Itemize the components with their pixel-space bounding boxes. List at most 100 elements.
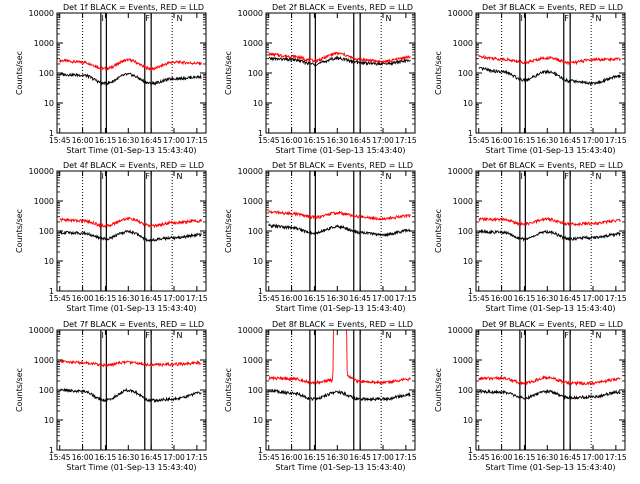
x-axis-label: Start Time (01-Sep-13 15:43:40) xyxy=(66,146,196,155)
y-tick-label: 1000 xyxy=(453,356,473,365)
y-tick-label: 10000 xyxy=(448,167,473,176)
x-tick-label: 16:45 xyxy=(559,453,581,462)
x-tick-label: 17:15 xyxy=(395,136,417,145)
plot-frame xyxy=(475,329,626,451)
x-tick-label: 17:00 xyxy=(163,453,185,462)
plot-panel-6: Det 6f BLACK = Events, RED = LLD I F N 1 10 10… xyxy=(434,161,627,313)
y-tick-label: 100 xyxy=(39,69,54,78)
x-axis-label: Start Time (01-Sep-13 15:43:40) xyxy=(275,463,405,472)
x-tick-label: 16:15 xyxy=(304,136,326,145)
y-tick-label: 100 xyxy=(458,69,473,78)
series-group xyxy=(59,216,202,243)
x-tick-label: 17:00 xyxy=(372,136,394,145)
x-tick-label: 16:00 xyxy=(491,453,513,462)
flag-label: I xyxy=(102,172,104,181)
x-tick-label: 16:15 xyxy=(95,136,117,145)
y-tick-label: 1000 xyxy=(243,39,263,48)
series-line xyxy=(268,388,411,402)
x-tick-label: 15:45 xyxy=(468,294,490,303)
flag-label: I xyxy=(521,331,523,340)
x-tick-label: 16:30 xyxy=(117,136,139,145)
y-tick-label: 10000 xyxy=(29,167,54,176)
plot-panel-7: Det 7f BLACK = Events, RED = LLD I F N 1 10 10… xyxy=(15,320,208,472)
y-tick-label: 1000 xyxy=(243,356,263,365)
y-tick-label: 10 xyxy=(44,99,54,108)
x-tick-label: 16:45 xyxy=(559,136,581,145)
series-group xyxy=(268,330,411,402)
x-tick-label: 17:00 xyxy=(582,136,604,145)
series-group xyxy=(59,359,202,404)
flag-label: I xyxy=(102,14,104,23)
x-tick-label: 16:45 xyxy=(349,294,371,303)
x-tick-label: 17:00 xyxy=(582,453,604,462)
x-tick-label: 16:00 xyxy=(72,453,94,462)
y-tick-label: 10000 xyxy=(448,9,473,18)
x-tick-label: 16:15 xyxy=(514,136,536,145)
x-tick-label: 16:30 xyxy=(536,136,558,145)
x-tick-label: 17:15 xyxy=(605,294,627,303)
x-tick-label: 17:15 xyxy=(186,453,208,462)
y-tick-label: 100 xyxy=(248,227,263,236)
y-tick-label: 1 xyxy=(468,129,473,138)
flag-label: N xyxy=(595,14,601,23)
plot-panel-4: Det 4f BLACK = Events, RED = LLD I F N 1 10 10… xyxy=(15,161,208,313)
flag-label: F xyxy=(145,172,150,181)
y-tick-label: 1 xyxy=(468,287,473,296)
series-line xyxy=(478,66,621,86)
x-tick-label: 16:15 xyxy=(95,294,117,303)
series-line xyxy=(59,57,202,72)
flag-label: N xyxy=(595,172,601,181)
plot-frame xyxy=(56,170,207,292)
plot-title: Det 1f BLACK = Events, RED = LLD xyxy=(63,3,204,12)
plot-panel-2: Det 2f BLACK = Events, RED = LLD N 1 10 100 1… xyxy=(224,3,417,155)
plot-title: Det 8f BLACK = Events, RED = LLD xyxy=(272,320,413,329)
flag-label: N xyxy=(385,331,391,340)
y-axis-label: Counts/sec xyxy=(224,51,233,95)
x-tick-label: 17:15 xyxy=(395,294,417,303)
plot-title: Det 5f BLACK = Events, RED = LLD xyxy=(272,161,413,170)
x-tick-label: 15:45 xyxy=(49,453,71,462)
y-tick-label: 10 xyxy=(44,257,54,266)
series-line xyxy=(478,228,621,242)
x-tick-label: 16:15 xyxy=(304,294,326,303)
series-line xyxy=(478,388,621,401)
series-line xyxy=(59,359,202,368)
y-tick-label: 10 xyxy=(253,416,263,425)
plot-title: Det 6f BLACK = Events, RED = LLD xyxy=(482,161,623,170)
flag-label: F xyxy=(145,14,150,23)
series-line xyxy=(59,229,202,243)
y-tick-label: 10 xyxy=(44,416,54,425)
x-tick-label: 16:00 xyxy=(281,136,303,145)
x-tick-label: 16:30 xyxy=(536,453,558,462)
x-tick-label: 17:00 xyxy=(372,294,394,303)
series-line xyxy=(59,72,202,87)
flag-label: F xyxy=(145,331,150,340)
plot-frame xyxy=(265,329,416,451)
series-line xyxy=(268,55,411,67)
flag-label: I xyxy=(521,14,523,23)
x-tick-label: 16:00 xyxy=(72,136,94,145)
x-tick-label: 17:15 xyxy=(186,136,208,145)
x-tick-label: 16:30 xyxy=(536,294,558,303)
y-tick-label: 10000 xyxy=(238,326,263,335)
y-tick-label: 10000 xyxy=(238,167,263,176)
series-line xyxy=(268,223,411,238)
y-tick-label: 10 xyxy=(253,99,263,108)
y-tick-label: 1 xyxy=(258,287,263,296)
x-tick-label: 16:45 xyxy=(140,136,162,145)
x-tick-label: 16:30 xyxy=(117,294,139,303)
x-axis-label: Start Time (01-Sep-13 15:43:40) xyxy=(66,463,196,472)
y-tick-label: 10000 xyxy=(238,9,263,18)
plot-panel-8: Det 8f BLACK = Events, RED = LLD N 1 10 100 1… xyxy=(224,320,417,472)
plot-frame xyxy=(265,12,416,134)
series-line xyxy=(478,375,621,387)
y-axis-label: Counts/sec xyxy=(434,368,443,412)
x-axis-label: Start Time (01-Sep-13 15:43:40) xyxy=(275,146,405,155)
series-line xyxy=(268,51,411,65)
y-tick-label: 100 xyxy=(248,386,263,395)
series-line xyxy=(478,216,621,227)
x-tick-label: 16:15 xyxy=(95,453,117,462)
x-tick-label: 15:45 xyxy=(49,136,71,145)
plot-title: Det 7f BLACK = Events, RED = LLD xyxy=(63,320,204,329)
x-axis-label: Start Time (01-Sep-13 15:43:40) xyxy=(485,146,615,155)
